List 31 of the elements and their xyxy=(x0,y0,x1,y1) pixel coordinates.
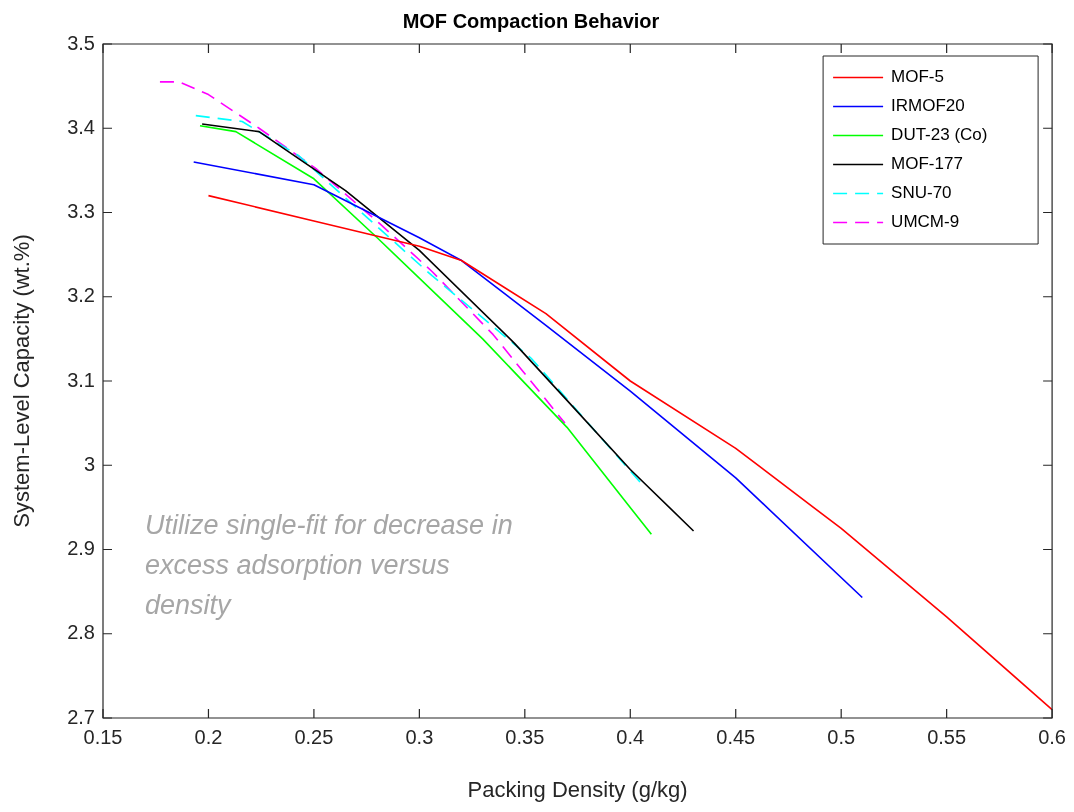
y-tick-label: 2.7 xyxy=(67,705,95,728)
x-tick-label: 0.5 xyxy=(827,725,856,748)
y-tick-label: 2.9 xyxy=(67,537,95,560)
chart-title: MOF Compaction Behavior xyxy=(402,9,660,32)
x-tick-label: 0.55 xyxy=(927,725,967,748)
x-tick-label: 0.3 xyxy=(405,725,434,748)
y-tick-label: 3 xyxy=(83,452,95,475)
legend-label: MOF-177 xyxy=(891,154,963,174)
line-series xyxy=(159,81,566,424)
x-axis-title: Packing Density (g/kg) xyxy=(467,776,688,802)
line-series xyxy=(195,114,642,484)
x-tick-label: 0.6 xyxy=(1038,725,1066,748)
annotation: Utilize single-fit for decrease in excess adsorption versus density xyxy=(145,509,514,622)
x-tick-label: 0.25 xyxy=(294,725,334,748)
x-tick-label: 0.2 xyxy=(194,725,223,748)
y-tick-label: 3.3 xyxy=(67,200,95,223)
y-tick-label: 3.5 xyxy=(67,31,95,54)
legend-label: SNU-70 xyxy=(891,183,952,203)
y-tick-label: 2.8 xyxy=(67,621,95,644)
x-tick-label: 0.45 xyxy=(716,725,756,748)
y-axis-title: System-Level Capacity (wt.%) xyxy=(9,234,35,528)
y-tick-label: 3.4 xyxy=(67,115,95,138)
x-tick-label: 0.4 xyxy=(616,725,645,748)
x-tick-label: 0.35 xyxy=(505,725,545,748)
legend-label: DUT-23 (Co) xyxy=(891,125,988,145)
x-tick-label: 0.15 xyxy=(83,725,123,748)
legend-label: IRMOF20 xyxy=(891,96,965,116)
legend-label: UMCM-9 xyxy=(891,212,960,232)
y-tick-label: 3.2 xyxy=(67,284,95,307)
y-tick-label: 3.1 xyxy=(67,368,95,391)
legend-label: MOF-5 xyxy=(891,67,944,87)
